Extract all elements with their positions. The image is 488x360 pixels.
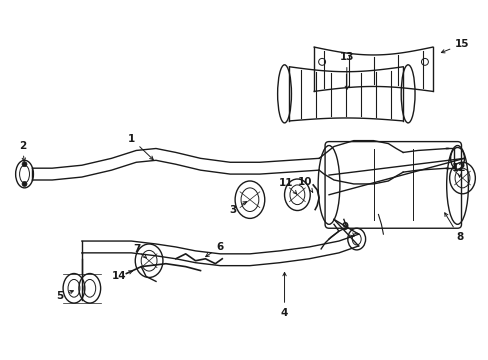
Text: 9: 9 [341, 222, 353, 237]
Text: 11: 11 [279, 178, 296, 194]
Text: 5: 5 [57, 291, 73, 301]
Text: 2: 2 [19, 140, 26, 161]
Text: 14: 14 [112, 271, 132, 282]
Text: 15: 15 [441, 39, 469, 53]
Text: 4: 4 [280, 273, 287, 318]
Text: 1: 1 [127, 134, 153, 159]
Text: 3: 3 [229, 202, 246, 215]
Text: 13: 13 [339, 52, 353, 90]
Circle shape [22, 162, 27, 167]
Text: 7: 7 [133, 244, 146, 258]
Circle shape [22, 181, 27, 186]
Text: 6: 6 [205, 242, 224, 257]
Text: 12: 12 [451, 163, 466, 177]
Text: 8: 8 [444, 213, 462, 242]
Text: 10: 10 [298, 177, 312, 192]
